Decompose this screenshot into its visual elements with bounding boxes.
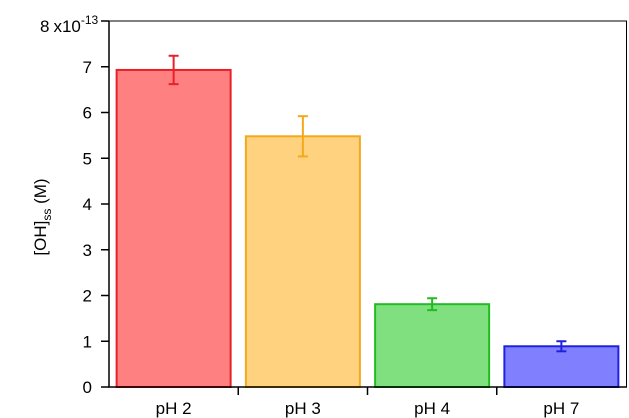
- x-tick-label: pH 3: [285, 399, 321, 418]
- y-scale-multiplier: x10: [53, 17, 80, 36]
- y-tick-label: 4: [83, 195, 92, 214]
- bars-layer: [115, 54, 620, 389]
- y-scale-label: 8 x10-13: [40, 13, 99, 36]
- y-axis-label-subscript: ss: [40, 209, 54, 221]
- y-tick-label: 2: [83, 287, 92, 306]
- y-tick-label: 1: [83, 332, 92, 351]
- y-tick-label: 5: [83, 149, 92, 168]
- y-axis-label-main: [OH]: [31, 221, 50, 256]
- y-axis-label: [OH]ss (M): [31, 178, 54, 255]
- y-tick-label: 3: [83, 241, 92, 260]
- y-scale-exponent: -13: [81, 13, 99, 27]
- bar: [374, 303, 491, 389]
- x-ticks: pH 2 pH 3 pH 4 pH 7: [156, 387, 579, 418]
- bar: [115, 68, 232, 388]
- y-tick-label: 0: [83, 378, 92, 397]
- bar: [503, 345, 620, 388]
- y-ticks: 0 1 2 3 4 5 6 7: [83, 20, 109, 397]
- x-tick-label: pH 7: [543, 399, 579, 418]
- y-axis-label-unit: (M): [31, 178, 50, 208]
- bar: [244, 135, 361, 388]
- x-tick-label: pH 4: [414, 399, 450, 418]
- x-tick-label: pH 2: [156, 399, 192, 418]
- y-scale-top-tick: 8: [40, 17, 49, 36]
- y-tick-label: 6: [83, 104, 92, 123]
- y-tick-label: 7: [83, 58, 92, 77]
